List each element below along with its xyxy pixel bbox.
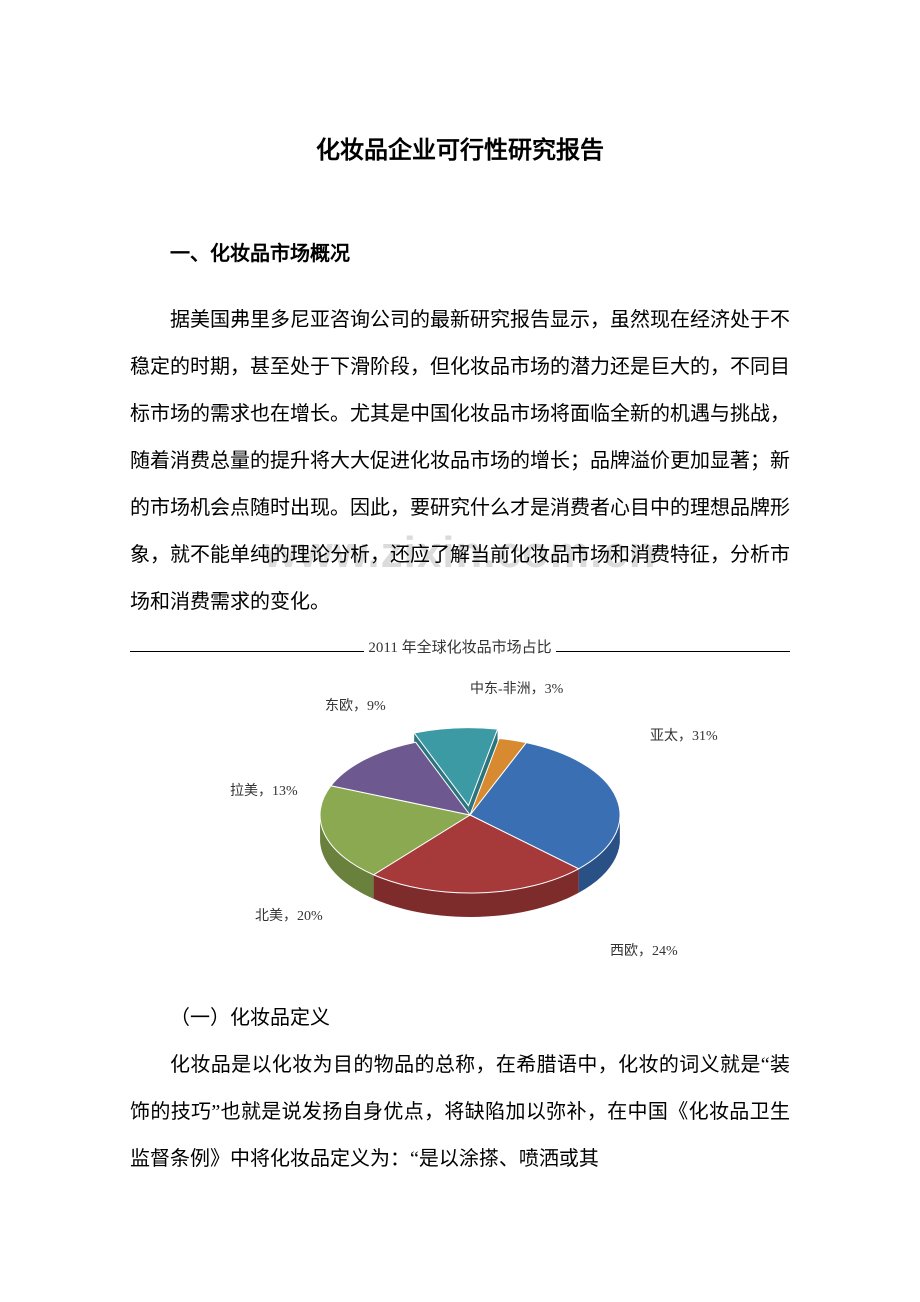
pie-label: 拉美，13%: [230, 783, 298, 799]
subsection-heading: （一）化妆品定义: [130, 995, 790, 1042]
pie-chart-svg: 亚太，31% 西欧，24% 北美，20% 拉美，13% 东欧，9% 中东-非洲，3%: [180, 665, 740, 975]
pie-label: 亚太，31%: [650, 728, 718, 744]
body-paragraph: 据美国弗里多尼亚咨询公司的最新研究报告显示，虽然现在经济处于不稳定的时期，甚至处…: [130, 297, 790, 626]
chart-title: 2011 年全球化妆品市场占比: [364, 636, 555, 657]
rule-left: [130, 651, 364, 652]
chart-title-row: 2011 年全球化妆品市场占比: [130, 636, 790, 657]
page-title: 化妆品企业可行性研究报告: [130, 130, 790, 165]
rule-right: [556, 651, 790, 652]
pie-label: 东欧，9%: [325, 698, 386, 714]
pie-label: 西欧，24%: [610, 943, 678, 959]
pie-label: 北美，20%: [255, 908, 323, 924]
pie-label: 中东-非洲，3%: [470, 681, 564, 697]
body-paragraph: 化妆品是以化妆为目的物品的总称，在希腊语中，化妆的词义就是“装饰的技巧”也就是说…: [130, 1042, 790, 1183]
pie-wrap: 亚太，31% 西欧，24% 北美，20% 拉美，13% 东欧，9% 中东-非洲，3%: [130, 665, 790, 975]
section-heading: 一、化妆品市场概况: [130, 235, 790, 273]
pie-chart-block: 2011 年全球化妆品市场占比 亚太，31% 西欧，24% 北美，20% 拉美，13%…: [130, 636, 790, 975]
